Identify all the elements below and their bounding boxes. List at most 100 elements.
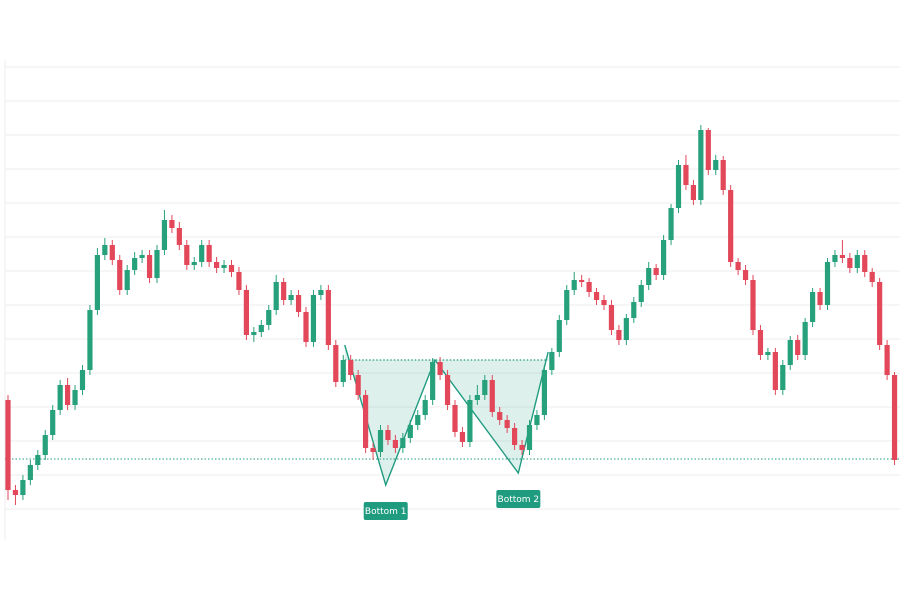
candle-body — [42, 435, 48, 455]
candle-body — [683, 165, 689, 185]
candle-body — [370, 448, 376, 452]
candles — [5, 125, 898, 505]
candle-body — [5, 400, 11, 490]
candle-body — [251, 332, 257, 335]
candle-body — [94, 255, 100, 310]
candle-body — [35, 455, 41, 465]
candle-body — [608, 305, 615, 330]
candle-body — [854, 255, 860, 268]
candle-body — [310, 295, 317, 342]
candle-body — [750, 280, 756, 330]
candle-body — [869, 272, 875, 282]
candle-body — [422, 400, 428, 415]
candle-body — [184, 245, 190, 265]
candle-body — [266, 310, 272, 325]
candle-body — [810, 292, 816, 322]
candle-body — [668, 208, 674, 240]
candle-body — [400, 438, 406, 448]
candle-body — [214, 262, 220, 268]
candle-body — [318, 290, 324, 295]
candle-body — [661, 240, 667, 275]
candle-body — [891, 375, 898, 460]
candle-body — [109, 245, 115, 260]
candle-body — [817, 292, 823, 305]
label-box — [363, 502, 408, 520]
candle-body — [862, 255, 868, 272]
candle-body — [675, 165, 682, 208]
candle-body — [169, 220, 175, 228]
candle-body — [340, 360, 346, 382]
candle-body — [20, 480, 26, 495]
candle-body — [363, 395, 369, 448]
candle-body — [303, 312, 309, 342]
candle-body — [27, 465, 33, 480]
candle-body — [377, 430, 384, 452]
candle-body — [586, 282, 592, 292]
candle-body — [742, 270, 749, 280]
candle-body — [325, 290, 331, 345]
candle-body — [161, 220, 168, 250]
candle-body — [519, 445, 525, 450]
label-box — [496, 490, 541, 508]
candle-body — [579, 280, 585, 282]
candle-body — [102, 245, 108, 255]
candle-body — [221, 265, 227, 268]
candle-body — [504, 420, 510, 428]
candle-body — [430, 362, 436, 400]
candle-body — [72, 390, 78, 405]
candle-body — [482, 380, 488, 395]
pattern-fill — [344, 345, 549, 485]
candle-body — [549, 352, 555, 370]
candle-body — [832, 255, 838, 262]
candle-body — [638, 285, 644, 302]
candle-body — [57, 385, 63, 410]
candle-body — [757, 330, 764, 355]
candle-body — [392, 440, 398, 448]
candle-body — [176, 228, 182, 245]
candle-body — [526, 425, 533, 450]
candle-body — [12, 490, 19, 495]
candle-body — [385, 430, 391, 440]
candle-body — [273, 282, 279, 310]
candle-body — [407, 425, 413, 438]
candle-body — [772, 352, 778, 390]
pattern-label: Bottom 1 — [365, 507, 407, 517]
candle-body — [295, 295, 302, 312]
candle-body — [87, 310, 93, 370]
candle-body — [236, 272, 242, 290]
candle-body — [258, 325, 264, 332]
candle-body — [847, 258, 853, 268]
candle-body — [616, 330, 622, 340]
candle-body — [556, 320, 562, 352]
candle-body — [802, 322, 808, 355]
candle-body — [564, 290, 570, 320]
pattern-label: Bottom 2 — [498, 495, 540, 505]
pattern-labels: Bottom 1 Bottom 2 — [363, 490, 541, 520]
candle-body — [288, 295, 294, 300]
candle-body — [713, 160, 719, 170]
candle-body — [467, 400, 473, 442]
candle-body — [281, 282, 287, 300]
candle-body — [191, 262, 197, 265]
candle-body — [489, 380, 495, 412]
candle-body — [728, 190, 734, 262]
candle-body — [690, 185, 696, 200]
candle-body — [65, 385, 71, 405]
candle-body — [206, 245, 212, 262]
candle-body — [601, 300, 607, 305]
candle-body — [631, 302, 637, 318]
candle-body — [780, 365, 786, 390]
candle-body — [765, 352, 771, 355]
candle-body — [437, 362, 443, 375]
candle-body — [795, 340, 801, 355]
candle-body — [146, 255, 153, 278]
candle-body — [243, 290, 249, 335]
candle-body — [720, 160, 726, 190]
candle-body — [497, 412, 503, 420]
candle-body — [698, 130, 704, 200]
candle-body — [355, 375, 361, 395]
candle-body — [228, 265, 235, 272]
candle-body — [50, 410, 56, 435]
